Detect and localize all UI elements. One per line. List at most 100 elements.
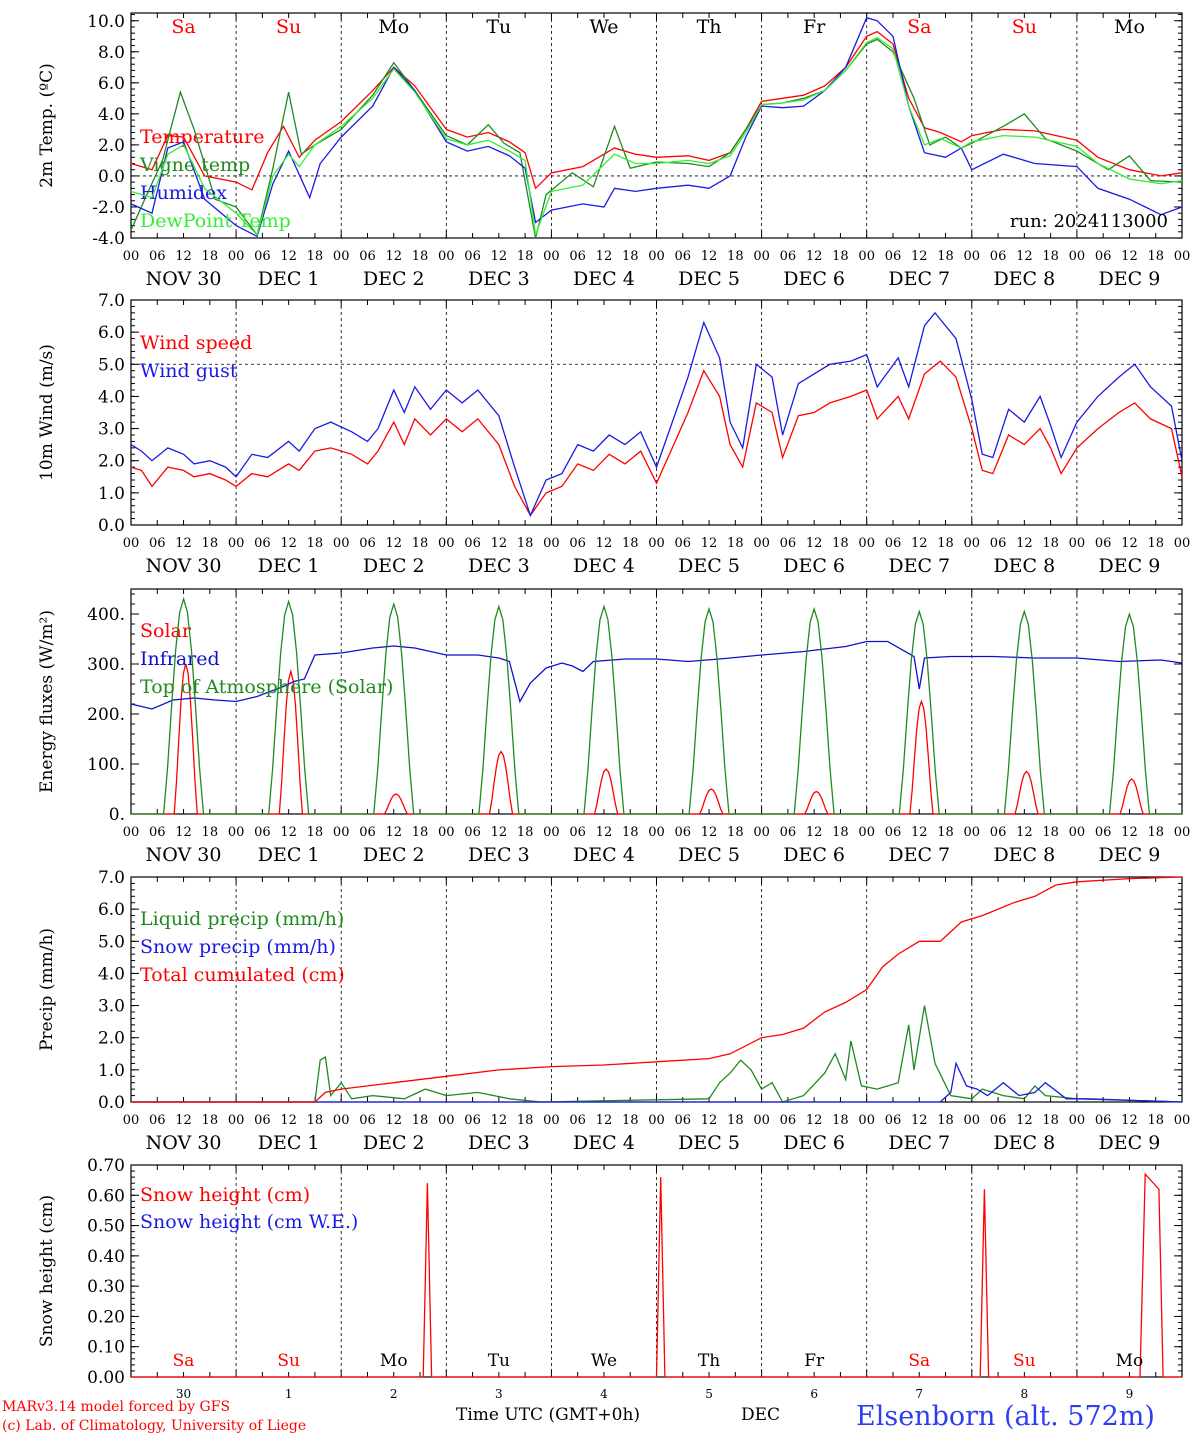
weekday-label-bottom: Sa <box>908 1351 930 1371</box>
precip-hour-label: 12 <box>175 1113 192 1128</box>
precip-y-tick-label: 0.0 <box>98 1093 125 1113</box>
wind-hour-label: 06 <box>359 536 376 551</box>
temperature-date-label: NOV 30 <box>146 268 222 290</box>
precip-hour-label: 06 <box>149 1113 166 1128</box>
precip-hour-label: 12 <box>491 1113 508 1128</box>
temperature-hour-label: 12 <box>701 249 718 264</box>
weekday-label-bottom: Fr <box>804 1351 825 1371</box>
snow-y-tick-label: 0.30 <box>87 1277 125 1297</box>
wind-hour-label: 00 <box>123 536 140 551</box>
energy-hour-label: 18 <box>622 825 639 840</box>
energy-y-tick-label: 200. <box>87 705 125 725</box>
temperature-hour-label: 00 <box>964 249 981 264</box>
precip-hour-label: 12 <box>1121 1113 1138 1128</box>
precip-hour-label: 12 <box>1016 1113 1033 1128</box>
precip-hour-label: 18 <box>1042 1113 1059 1128</box>
energy-date-label: NOV 30 <box>146 844 222 866</box>
temperature-date-label: DEC 3 <box>468 268 530 290</box>
weekday-label-bottom: Th <box>698 1351 720 1371</box>
wind-hour-label: 18 <box>727 536 744 551</box>
temperature-hour-label: 12 <box>596 249 613 264</box>
weekday-label-top: Tu <box>486 16 511 38</box>
temperature-hour-label: 00 <box>543 249 560 264</box>
temperature-date-label: DEC 8 <box>993 268 1055 290</box>
energy-hour-label: 06 <box>149 825 166 840</box>
energy-hour-label: 12 <box>491 825 508 840</box>
wind-hour-label: 18 <box>412 536 429 551</box>
snow-legend-item: Snow height (cm) <box>140 1184 310 1206</box>
energy-hour-label: 12 <box>385 825 402 840</box>
day-number-label: 7 <box>915 1387 923 1401</box>
wind-y-tick-label: 0.0 <box>98 516 125 536</box>
precip-date-label: DEC 1 <box>258 1132 320 1154</box>
wind-hour-label: 00 <box>1069 536 1086 551</box>
energy-legend-item: Solar <box>140 620 192 642</box>
energy-hour-label: 06 <box>254 825 271 840</box>
energy-legend-item: Infrared <box>140 648 220 670</box>
wind-hour-label: 06 <box>780 536 797 551</box>
wind-hour-label: 06 <box>254 536 271 551</box>
energy-series-line <box>131 596 1182 815</box>
wind-hour-label: 00 <box>753 536 770 551</box>
temperature-y-tick-label: 0.0 <box>98 167 125 187</box>
wind-hour-label: 06 <box>675 536 692 551</box>
precip-y-tick-label: 5.0 <box>98 932 125 952</box>
energy-hour-label: 06 <box>990 825 1007 840</box>
precip-hour-label: 12 <box>701 1113 718 1128</box>
temperature-hour-label: 06 <box>780 249 797 264</box>
temperature-y-tick-label: 10.0 <box>87 12 125 32</box>
wind-legend-item: Wind gust <box>140 360 238 382</box>
energy-hour-label: 12 <box>911 825 928 840</box>
energy-hour-label: 18 <box>1147 825 1164 840</box>
weekday-label-bottom: Su <box>1013 1351 1036 1371</box>
wind-hour-label: 12 <box>385 536 402 551</box>
wind-legend-item: Wind speed <box>140 332 252 354</box>
energy-hour-label: 12 <box>701 825 718 840</box>
precip-y-tick-label: 6.0 <box>98 900 125 920</box>
precip-hour-label: 18 <box>832 1113 849 1128</box>
energy-hour-label: 00 <box>543 825 560 840</box>
weekday-label-top: We <box>589 16 618 38</box>
precip-date-label: NOV 30 <box>146 1132 222 1154</box>
wind-date-label: NOV 30 <box>146 555 222 577</box>
weekday-label-bottom: Sa <box>173 1351 195 1371</box>
precip-y-tick-label: 4.0 <box>98 964 125 984</box>
precip-hour-label: 18 <box>307 1113 324 1128</box>
wind-hour-label: 12 <box>701 536 718 551</box>
wind-hour-label: 06 <box>464 536 481 551</box>
temperature-hour-label: 12 <box>385 249 402 264</box>
temperature-hour-label: 00 <box>438 249 455 264</box>
temperature-legend-item: DewPoint Temp <box>140 210 291 232</box>
temperature-y-tick-label: -2.0 <box>92 198 125 218</box>
energy-hour-label: 06 <box>1095 825 1112 840</box>
energy-hour-label: 12 <box>806 825 823 840</box>
precip-y-tick-label: 1.0 <box>98 1061 125 1081</box>
energy-hour-label: 06 <box>675 825 692 840</box>
weekday-label-top: Th <box>697 16 722 38</box>
wind-hour-label: 06 <box>1095 536 1112 551</box>
temperature-hour-label: 00 <box>123 249 140 264</box>
snow-y-tick-label: 0.60 <box>87 1186 125 1206</box>
month-label: DEC <box>741 1405 781 1425</box>
temperature-hour-label: 06 <box>990 249 1007 264</box>
temperature-hour-label: 12 <box>491 249 508 264</box>
weekday-label-bottom: Mo <box>1116 1351 1144 1371</box>
temperature-hour-label: 06 <box>569 249 586 264</box>
precip-legend-item: Total cumulated (cm) <box>140 964 345 986</box>
precip-hour-label: 06 <box>675 1113 692 1128</box>
precip-hour-label: 00 <box>438 1113 455 1128</box>
wind-date-label: DEC 1 <box>258 555 320 577</box>
snow-y-tick-label: 0.40 <box>87 1247 125 1267</box>
weekday-label-bottom: Tu <box>488 1351 510 1371</box>
energy-date-label: DEC 1 <box>258 844 320 866</box>
temperature-hour-label: 00 <box>1174 249 1191 264</box>
wind-y-tick-label: 7.0 <box>98 291 125 311</box>
precip-legend-item: Liquid precip (mm/h) <box>140 908 344 930</box>
temperature-legend-item: Humidex <box>140 182 227 204</box>
energy-frame <box>130 588 1183 815</box>
precip-hour-label: 12 <box>911 1113 928 1128</box>
wind-hour-label: 18 <box>307 536 324 551</box>
wind-hour-label: 06 <box>990 536 1007 551</box>
precip-y-tick-label: 7.0 <box>98 868 125 888</box>
temperature-hour-label: 18 <box>937 249 954 264</box>
